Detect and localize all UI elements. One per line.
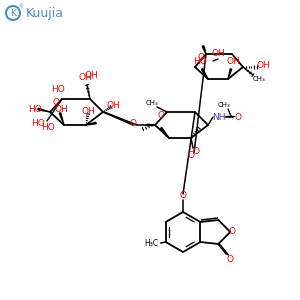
Text: ®: ® [19, 4, 23, 10]
Text: O: O [197, 53, 204, 62]
Text: O: O [193, 148, 200, 157]
Polygon shape [147, 124, 155, 126]
Text: HO: HO [31, 119, 45, 128]
Text: O: O [227, 254, 234, 263]
Text: OH: OH [256, 61, 270, 70]
Polygon shape [202, 46, 206, 54]
Text: O: O [235, 112, 242, 122]
Text: OH: OH [84, 70, 98, 80]
Text: HO: HO [51, 85, 65, 94]
Polygon shape [160, 128, 169, 138]
Text: HO: HO [193, 58, 207, 67]
Text: OH: OH [78, 73, 92, 82]
Text: Kuujia: Kuujia [26, 7, 64, 20]
Text: OH: OH [106, 101, 120, 110]
Text: O: O [229, 227, 236, 236]
Polygon shape [59, 113, 64, 125]
Text: OH: OH [81, 106, 95, 116]
Text: O: O [52, 98, 59, 107]
Polygon shape [38, 108, 50, 112]
Text: CH₃: CH₃ [218, 102, 230, 108]
Polygon shape [86, 122, 96, 125]
Text: OH: OH [211, 49, 225, 58]
Text: O: O [130, 118, 136, 127]
Text: H₃C: H₃C [145, 238, 159, 247]
Polygon shape [228, 69, 232, 79]
Text: O: O [158, 111, 164, 120]
Text: CH₃: CH₃ [253, 76, 266, 82]
Text: O: O [179, 191, 187, 200]
Text: HO: HO [41, 122, 55, 131]
Text: K: K [10, 8, 16, 17]
Polygon shape [201, 69, 208, 79]
Text: OH: OH [54, 104, 68, 113]
Text: NH: NH [212, 112, 226, 122]
Text: O: O [188, 151, 194, 160]
Text: OH: OH [226, 58, 240, 67]
Text: HO: HO [28, 106, 42, 115]
Text: CH₃: CH₃ [146, 100, 158, 106]
